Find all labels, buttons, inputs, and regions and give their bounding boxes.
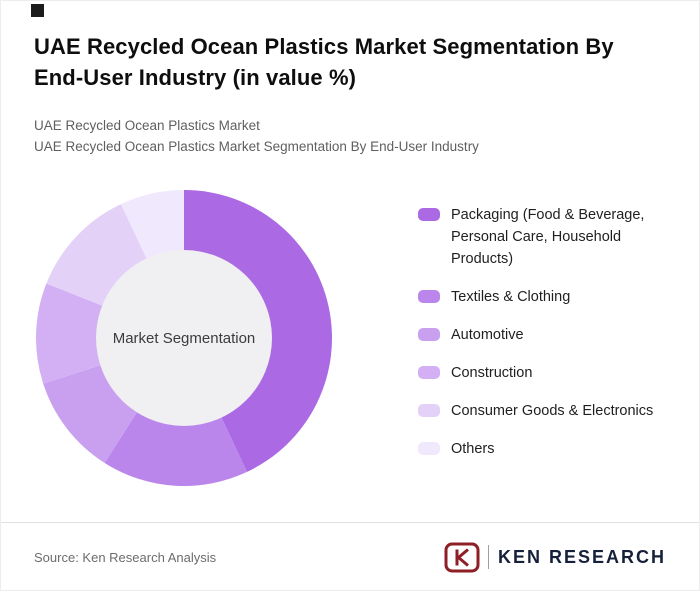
legend-label-construction: Construction [451, 365, 533, 381]
legend-label-consumer-goods: Consumer Goods & Electronics [451, 403, 654, 419]
legend-swatch-consumer-goods [418, 404, 440, 417]
legend-swatch-construction [418, 366, 440, 379]
corner-marker [31, 4, 44, 17]
legend-swatch-textiles [418, 290, 440, 303]
donut-chart: Market Segmentation [34, 188, 334, 488]
legend-swatch-others [418, 442, 440, 455]
donut-hole [96, 250, 272, 426]
legend-item-textiles: Textiles & Clothing [418, 286, 666, 308]
donut-center-label: Market Segmentation [113, 330, 256, 347]
legend-label-others: Others [451, 441, 495, 457]
logo-wordmark: KEN RESEARCH [497, 546, 666, 567]
legend-label-textiles: Textiles & Clothing [451, 289, 571, 305]
subtitle-segmentation: UAE Recycled Ocean Plastics Market Segme… [34, 139, 479, 154]
ken-research-k-icon [444, 542, 480, 572]
legend-label-packaging: Packaging (Food & Beverage, Personal Car… [451, 207, 645, 267]
source-text: Source: Ken Research Analysis [34, 549, 217, 565]
subtitles: UAE Recycled Ocean Plastics Market UAE R… [34, 115, 666, 157]
legend-swatch-automotive [418, 328, 440, 341]
legend-swatch-packaging [418, 208, 440, 221]
donut-chart-svg: Market Segmentation [35, 190, 332, 486]
footer-divider [1, 522, 699, 523]
footer: Source: Ken Research Analysis KEN RESEAR… [1, 523, 699, 590]
chart-area: Market Segmentation Packaging (Food & Be… [1, 188, 699, 488]
header: UAE Recycled Ocean Plastics Market Segme… [1, 1, 699, 157]
legend-item-consumer-goods: Consumer Goods & Electronics [418, 400, 666, 422]
subtitle-market: UAE Recycled Ocean Plastics Market [34, 118, 260, 133]
legend-label-automotive: Automotive [451, 327, 524, 343]
legend-item-construction: Construction [418, 362, 666, 384]
logo-divider [487, 545, 489, 569]
legend-item-others: Others [418, 438, 666, 460]
chart-legend: Packaging (Food & Beverage, Personal Car… [418, 204, 666, 460]
page-title: UAE Recycled Ocean Plastics Market Segme… [34, 34, 614, 90]
legend-item-automotive: Automotive [418, 324, 666, 346]
ken-research-logo: KEN RESEARCH [444, 542, 666, 573]
legend-item-packaging: Packaging (Food & Beverage, Personal Car… [418, 204, 666, 270]
